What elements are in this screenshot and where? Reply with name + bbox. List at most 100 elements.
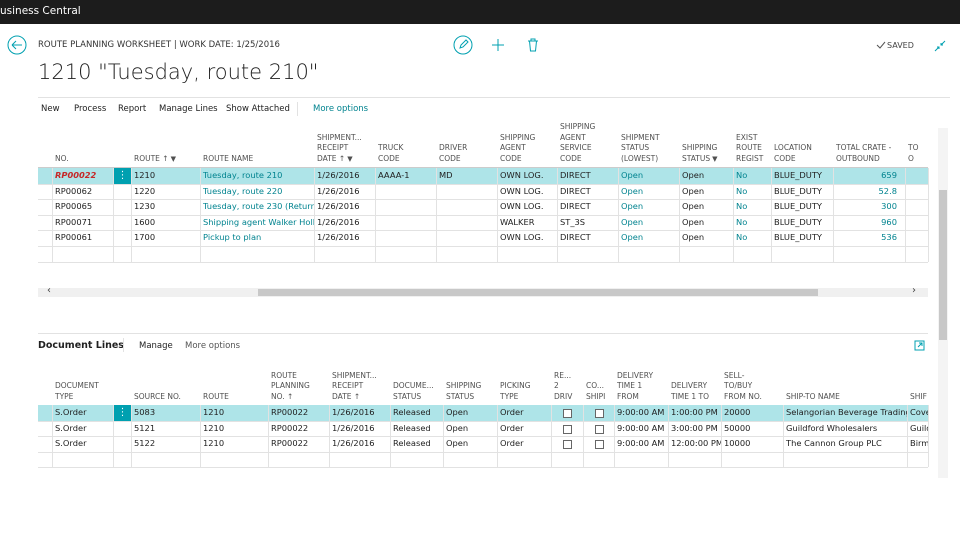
cell[interactable]: Shipping agent Walker Holla... bbox=[203, 216, 314, 227]
scroll-right[interactable]: › bbox=[912, 285, 916, 296]
cell-line bbox=[436, 183, 437, 200]
cell: RP00061 bbox=[55, 232, 93, 243]
action-button[interactable]: Show Attached bbox=[226, 104, 290, 114]
cell-line bbox=[329, 405, 330, 421]
cell-line bbox=[52, 405, 53, 421]
checkbox[interactable] bbox=[594, 424, 604, 434]
cell: 5122 bbox=[134, 438, 156, 449]
cell-line bbox=[390, 451, 391, 468]
cell-line bbox=[497, 183, 498, 200]
action-button[interactable]: Report bbox=[118, 104, 147, 114]
cell: Birmi bbox=[910, 438, 928, 449]
cell-line bbox=[443, 405, 444, 421]
collapse-button[interactable] bbox=[934, 40, 946, 52]
v-scroll-thumb bbox=[939, 190, 947, 340]
cell-line bbox=[668, 436, 669, 452]
cell[interactable]: No bbox=[736, 216, 748, 227]
lines-action[interactable]: More options bbox=[185, 341, 241, 351]
cell[interactable]: Open bbox=[621, 185, 644, 196]
cell[interactable]: No bbox=[736, 201, 748, 212]
column-header: SHIPPING STATUS bbox=[446, 381, 482, 401]
action-button[interactable]: Process bbox=[74, 104, 107, 114]
cell[interactable]: 536 bbox=[881, 232, 897, 243]
checkbox[interactable] bbox=[563, 440, 572, 450]
cell-line bbox=[907, 405, 908, 421]
column-header: SHIP-TO NAME bbox=[786, 391, 840, 401]
delete-button[interactable] bbox=[527, 38, 539, 52]
cell[interactable]: Open bbox=[621, 232, 644, 243]
row-line bbox=[38, 199, 928, 201]
cell[interactable]: Tuesday, route 220 bbox=[203, 185, 283, 196]
cell-line bbox=[497, 199, 498, 215]
cell: Open bbox=[446, 438, 469, 449]
lines-action[interactable]: Manage bbox=[139, 341, 173, 351]
column-header: SELL- TO/BUY FROM NO. bbox=[724, 370, 762, 401]
cell-line bbox=[131, 451, 132, 468]
cell: OWN LOG. bbox=[500, 170, 544, 180]
column-header: RE... 2 DRIV bbox=[554, 370, 573, 401]
expand-button[interactable] bbox=[914, 340, 925, 351]
new-button[interactable] bbox=[491, 38, 505, 52]
cell: BLUE_DUTY bbox=[774, 216, 822, 227]
column-header: ROUTE PLANNING NO. ↑ bbox=[271, 370, 310, 401]
cell[interactable]: 52.8 bbox=[878, 185, 897, 196]
action-button[interactable]: New bbox=[41, 104, 60, 114]
column-header: DELIVERY TIME 1 FROM bbox=[617, 370, 654, 401]
cell-line bbox=[436, 214, 437, 231]
checkbox[interactable] bbox=[563, 409, 572, 418]
cell-line bbox=[618, 214, 619, 231]
filter-icon: ▼ bbox=[347, 154, 353, 163]
cell[interactable]: Open bbox=[621, 201, 644, 212]
action-button[interactable]: Manage Lines bbox=[159, 104, 218, 114]
cell-line bbox=[200, 246, 201, 262]
cell-line bbox=[668, 420, 669, 437]
cell-line bbox=[113, 230, 114, 246]
cell[interactable]: No bbox=[736, 232, 748, 243]
cell-line bbox=[131, 230, 132, 246]
cell-line bbox=[907, 436, 908, 452]
cell-line bbox=[771, 246, 772, 262]
cell: BLUE_DUTY bbox=[774, 201, 822, 212]
cell-line bbox=[131, 168, 132, 184]
cell: DIRECT bbox=[560, 201, 591, 212]
checkbox[interactable] bbox=[563, 424, 572, 434]
cell-line bbox=[928, 183, 929, 200]
cell: AAAA-1 bbox=[378, 170, 410, 180]
row-menu[interactable]: ⋮ bbox=[114, 405, 131, 421]
cell[interactable]: 659 bbox=[881, 170, 897, 180]
column-header: DOCUME... STATUS bbox=[393, 381, 434, 401]
edit-button[interactable] bbox=[453, 35, 473, 55]
cell-line bbox=[131, 405, 132, 421]
cell-line bbox=[614, 436, 615, 452]
cell-line bbox=[52, 168, 53, 184]
cell: Order bbox=[500, 407, 524, 417]
cell[interactable]: Tuesday, route 210 bbox=[203, 170, 283, 180]
cell-line bbox=[833, 199, 834, 215]
cell-line bbox=[783, 436, 784, 452]
cell[interactable]: Pickup to plan bbox=[203, 232, 262, 243]
back-button[interactable] bbox=[7, 35, 27, 55]
more-options[interactable]: More options bbox=[313, 104, 369, 114]
cell[interactable]: No bbox=[736, 170, 748, 180]
cell: 1/26/2016 bbox=[317, 216, 360, 227]
cell[interactable]: Open bbox=[621, 216, 644, 227]
row-menu[interactable]: ⋮ bbox=[114, 168, 131, 184]
cell[interactable]: 960 bbox=[881, 216, 897, 227]
cell: Cove bbox=[910, 407, 928, 417]
scroll-left[interactable]: ‹ bbox=[47, 285, 51, 296]
cell: ST_3S bbox=[560, 216, 586, 227]
cell-line bbox=[618, 183, 619, 200]
cell: DIRECT bbox=[560, 185, 591, 196]
cell[interactable]: 300 bbox=[881, 201, 897, 212]
cell-line bbox=[551, 451, 552, 468]
cell-line bbox=[436, 199, 437, 215]
cell: Guildford Wholesalers bbox=[786, 422, 878, 433]
cell-line bbox=[113, 451, 114, 468]
row-line bbox=[38, 246, 928, 247]
cell: RP00022 bbox=[271, 407, 309, 417]
cell[interactable]: Tuesday, route 230 (Return... bbox=[203, 201, 314, 212]
cell[interactable]: Open bbox=[621, 170, 644, 180]
checkbox[interactable] bbox=[594, 440, 604, 450]
checkbox[interactable] bbox=[594, 409, 604, 418]
cell[interactable]: No bbox=[736, 185, 748, 196]
